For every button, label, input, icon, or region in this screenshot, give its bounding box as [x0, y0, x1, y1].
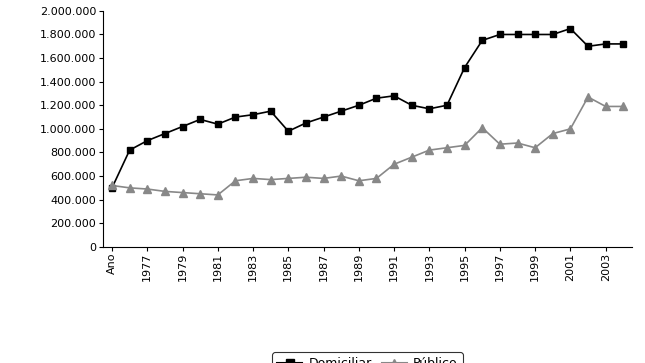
Domiciliar	[232, 115, 239, 119]
Público	[373, 176, 381, 180]
Público	[513, 141, 521, 145]
Público	[108, 183, 116, 188]
Legend: Domiciliar, Público: Domiciliar, Público	[272, 352, 463, 363]
Domiciliar	[443, 103, 451, 107]
Domiciliar	[161, 131, 169, 136]
Público	[496, 142, 504, 146]
Domiciliar	[320, 115, 328, 119]
Público	[179, 190, 186, 195]
Público	[619, 104, 627, 109]
Domiciliar	[284, 129, 292, 133]
Domiciliar	[602, 42, 610, 46]
Domiciliar	[584, 44, 592, 48]
Público	[161, 189, 169, 193]
Público	[549, 131, 557, 136]
Público	[390, 162, 398, 166]
Público	[602, 104, 610, 109]
Domiciliar	[355, 103, 362, 107]
Público	[302, 175, 310, 179]
Público	[232, 179, 239, 183]
Público	[584, 95, 592, 99]
Domiciliar	[531, 32, 539, 37]
Público	[249, 176, 257, 180]
Domiciliar	[408, 103, 415, 107]
Domiciliar	[108, 185, 116, 190]
Público	[355, 179, 362, 183]
Público	[284, 176, 292, 180]
Domiciliar	[302, 121, 310, 125]
Público	[214, 193, 222, 197]
Domiciliar	[249, 113, 257, 117]
Público	[143, 187, 151, 191]
Público	[531, 146, 539, 150]
Público	[337, 174, 345, 178]
Domiciliar	[143, 138, 151, 143]
Público	[126, 185, 134, 190]
Domiciliar	[461, 65, 468, 70]
Line: Domiciliar: Domiciliar	[108, 25, 627, 191]
Domiciliar	[196, 117, 204, 122]
Domiciliar	[337, 109, 345, 113]
Público	[426, 148, 433, 152]
Público	[566, 127, 574, 131]
Público	[461, 143, 468, 147]
Público	[443, 146, 451, 150]
Domiciliar	[496, 32, 504, 37]
Domiciliar	[619, 42, 627, 46]
Público	[479, 126, 486, 130]
Domiciliar	[426, 107, 433, 111]
Domiciliar	[179, 124, 186, 129]
Público	[408, 155, 415, 159]
Público	[196, 192, 204, 196]
Público	[267, 178, 275, 182]
Domiciliar	[390, 94, 398, 98]
Domiciliar	[479, 38, 486, 42]
Domiciliar	[126, 148, 134, 152]
Line: Público: Público	[108, 93, 628, 199]
Domiciliar	[267, 109, 275, 113]
Domiciliar	[373, 96, 381, 101]
Domiciliar	[549, 32, 557, 37]
Público	[320, 176, 328, 180]
Domiciliar	[566, 26, 574, 31]
Domiciliar	[214, 122, 222, 126]
Domiciliar	[513, 32, 521, 37]
